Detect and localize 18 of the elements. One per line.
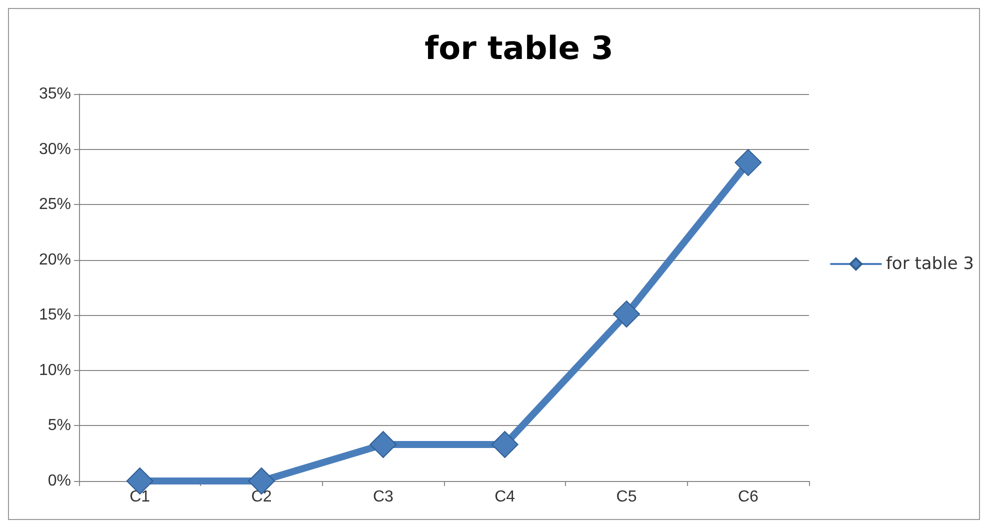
y-tick-label: 0% xyxy=(48,472,71,490)
y-tick-label: 15% xyxy=(38,306,71,324)
point xyxy=(370,431,397,458)
y-tick-label: 30% xyxy=(38,140,71,158)
y-tick-label: 25% xyxy=(38,196,71,214)
point xyxy=(734,149,762,176)
y-tick-label: 35% xyxy=(38,86,71,102)
x-tick-label: C4 xyxy=(494,488,516,506)
point xyxy=(491,431,518,458)
point xyxy=(613,300,640,328)
y-tick-label: 10% xyxy=(38,362,71,379)
chart-title: for table 3 xyxy=(424,29,614,67)
y-tick-label: 20% xyxy=(38,251,71,268)
x-tick-label: C3 xyxy=(372,488,394,506)
legend-label: for table 3 xyxy=(886,254,974,274)
x-tick-label: C5 xyxy=(616,488,637,506)
x-tick-label: C6 xyxy=(738,488,758,506)
y-tick-label: 5% xyxy=(48,417,71,434)
